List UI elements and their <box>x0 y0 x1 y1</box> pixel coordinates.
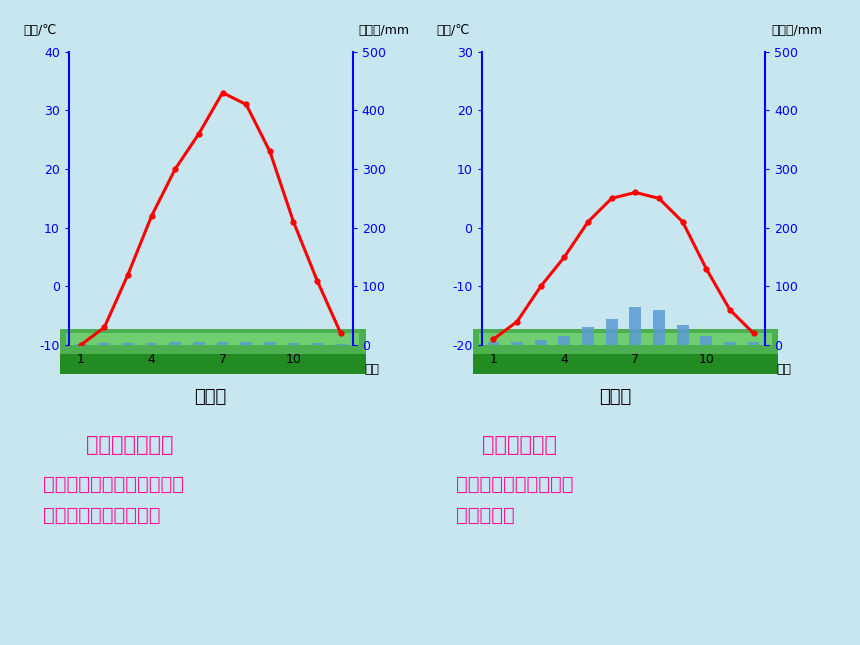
Bar <box>66 333 359 344</box>
Text: 月份: 月份 <box>777 362 792 375</box>
Bar <box>582 328 594 345</box>
Bar <box>558 336 570 345</box>
Text: 月份: 月份 <box>364 362 379 375</box>
Bar <box>311 343 323 345</box>
Bar <box>287 342 299 345</box>
Bar <box>145 342 157 345</box>
Bar <box>193 342 205 345</box>
Bar <box>122 343 134 345</box>
Bar <box>535 341 547 345</box>
Text: 冬冷夏热，气温年较差大，
降水稀少，集中夏季。: 冬冷夏热，气温年较差大， 降水稀少，集中夏季。 <box>43 475 184 525</box>
Bar <box>60 352 366 374</box>
Text: 温度/℃: 温度/℃ <box>23 24 57 37</box>
Bar <box>479 333 772 344</box>
Bar <box>653 310 665 345</box>
Bar <box>747 342 759 345</box>
Bar <box>473 329 778 353</box>
Bar <box>700 336 712 345</box>
Bar <box>240 342 252 345</box>
Bar <box>630 307 642 345</box>
Bar <box>473 352 778 374</box>
Bar <box>98 343 110 345</box>
Text: 降水量/mm: 降水量/mm <box>359 24 409 37</box>
Text: 五道梁: 五道梁 <box>599 388 631 406</box>
Bar <box>605 319 617 345</box>
Bar <box>60 329 366 353</box>
Bar <box>217 342 229 345</box>
Text: 高原山地气候: 高原山地气候 <box>482 435 556 455</box>
Bar <box>724 342 736 345</box>
Bar <box>511 342 523 345</box>
Bar <box>169 342 181 345</box>
Text: 温度/℃: 温度/℃ <box>436 24 470 37</box>
Text: 降水量/mm: 降水量/mm <box>771 24 822 37</box>
Text: 高寒气候，全年低温，
降水较少。: 高寒气候，全年低温， 降水较少。 <box>456 475 574 525</box>
Text: 吐鲁番: 吐鲁番 <box>194 388 227 406</box>
Bar <box>677 324 689 345</box>
Bar <box>264 342 276 345</box>
Bar <box>488 342 500 345</box>
Bar <box>75 344 87 345</box>
Text: 温带大陆性气候: 温带大陆性气候 <box>86 435 174 455</box>
Bar <box>335 344 347 345</box>
